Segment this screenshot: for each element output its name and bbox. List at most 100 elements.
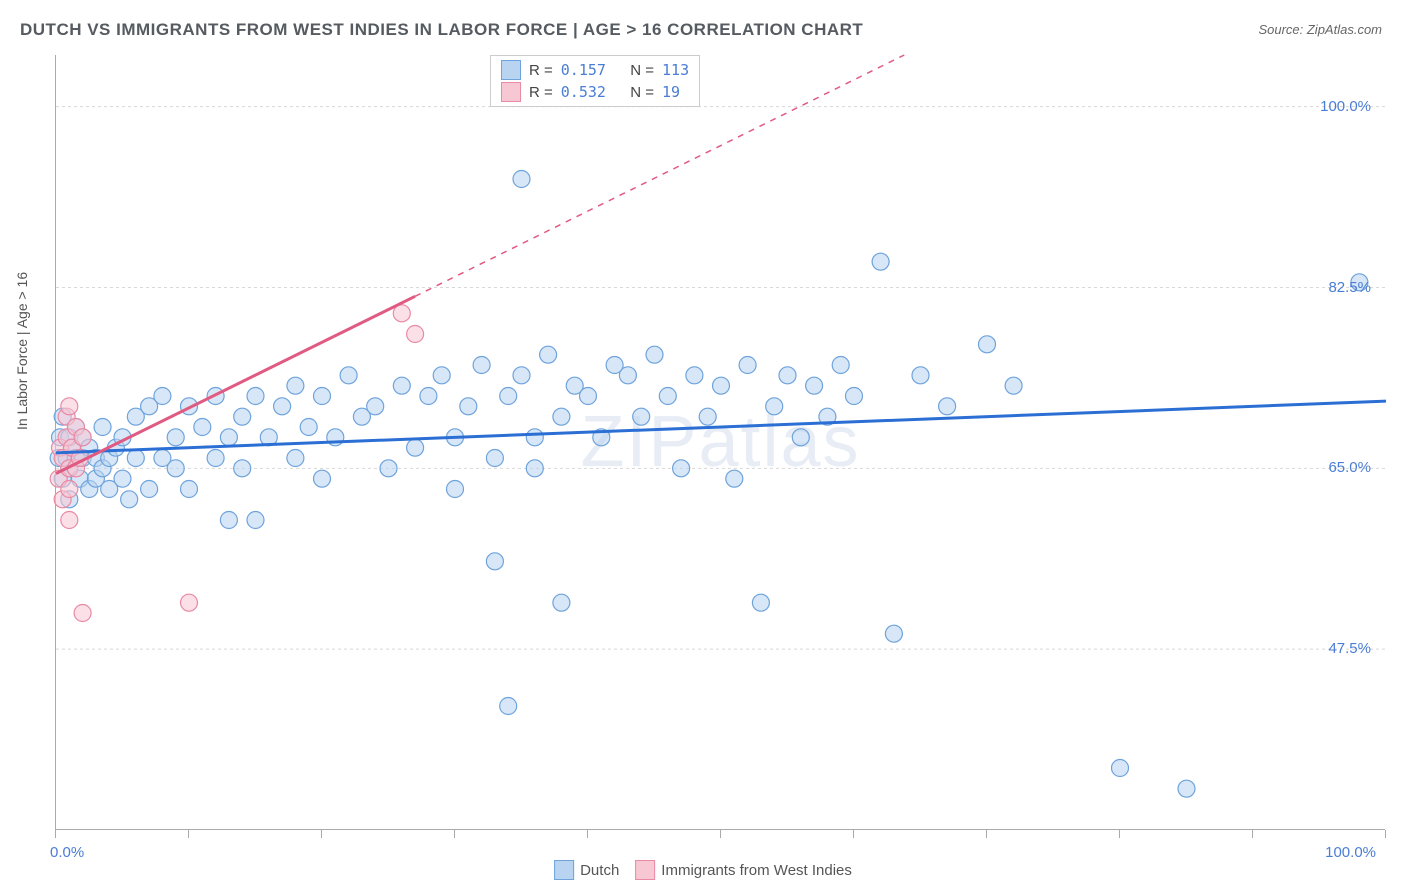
scatter-point xyxy=(486,553,503,570)
scatter-point xyxy=(367,398,384,415)
scatter-point xyxy=(274,398,291,415)
x-tick xyxy=(188,830,189,838)
scatter-point xyxy=(513,367,530,384)
scatter-point xyxy=(141,481,158,498)
scatter-point xyxy=(181,481,198,498)
legend-swatch xyxy=(635,860,655,880)
scatter-point xyxy=(181,594,198,611)
source-attribution: Source: ZipAtlas.com xyxy=(1258,22,1382,37)
scatter-point xyxy=(553,594,570,611)
scatter-point xyxy=(979,336,996,353)
scatter-point xyxy=(61,481,78,498)
scatter-point xyxy=(526,460,543,477)
legend-stat-row: R = 0.157 N = 113 xyxy=(501,60,689,80)
scatter-point xyxy=(154,388,171,405)
scatter-point xyxy=(939,398,956,415)
legend-series-label: Dutch xyxy=(580,862,619,879)
y-grid-label: 82.5% xyxy=(1328,279,1371,296)
scatter-point xyxy=(526,429,543,446)
scatter-point xyxy=(407,439,424,456)
scatter-point xyxy=(646,346,663,363)
x-tick xyxy=(321,830,322,838)
scatter-point xyxy=(1005,377,1022,394)
chart-title: DUTCH VS IMMIGRANTS FROM WEST INDIES IN … xyxy=(20,20,863,40)
scatter-point xyxy=(580,388,597,405)
y-grid-label: 100.0% xyxy=(1320,98,1371,115)
legend-stat-row: R =0.532 N = 19 xyxy=(501,82,689,102)
scatter-point xyxy=(167,429,184,446)
scatter-point xyxy=(486,450,503,467)
scatter-point xyxy=(460,398,477,415)
scatter-point xyxy=(686,367,703,384)
scatter-point xyxy=(633,408,650,425)
scatter-point xyxy=(74,605,91,622)
legend-r-value: 0.532 xyxy=(561,83,606,101)
scatter-point xyxy=(553,408,570,425)
series-legend: Dutch Immigrants from West Indies xyxy=(554,860,852,880)
x-tick xyxy=(454,830,455,838)
legend-n-label: N = xyxy=(630,84,654,101)
scatter-point xyxy=(540,346,557,363)
scatter-point xyxy=(713,377,730,394)
legend-series-label: Immigrants from West Indies xyxy=(661,862,852,879)
scatter-point xyxy=(872,253,889,270)
y-axis-label: In Labor Force | Age > 16 xyxy=(14,272,30,430)
correlation-legend: R =0.157 N =113R =0.532 N = 19 xyxy=(490,55,700,107)
scatter-point xyxy=(247,512,264,529)
x-tick xyxy=(1385,830,1386,838)
scatter-point xyxy=(473,357,490,374)
scatter-point xyxy=(673,460,690,477)
scatter-point xyxy=(287,450,304,467)
scatter-point xyxy=(792,429,809,446)
scatter-point xyxy=(127,450,144,467)
legend-n-label: N = xyxy=(630,62,654,79)
scatter-point xyxy=(234,460,251,477)
scatter-point xyxy=(287,377,304,394)
scatter-point xyxy=(500,698,517,715)
scatter-point xyxy=(314,388,331,405)
legend-n-value: 113 xyxy=(662,61,689,79)
scatter-point xyxy=(300,419,317,436)
scatter-point xyxy=(61,398,78,415)
scatter-point xyxy=(806,377,823,394)
scatter-point xyxy=(207,450,224,467)
scatter-point xyxy=(739,357,756,374)
y-grid-label: 65.0% xyxy=(1328,459,1371,476)
scatter-point xyxy=(167,460,184,477)
x-tick xyxy=(720,830,721,838)
scatter-point xyxy=(447,481,464,498)
scatter-point xyxy=(699,408,716,425)
scatter-point xyxy=(659,388,676,405)
scatter-point xyxy=(500,388,517,405)
legend-r-value: 0.157 xyxy=(561,61,606,79)
legend-swatch xyxy=(501,82,521,102)
scatter-point xyxy=(234,408,251,425)
scatter-point xyxy=(94,419,111,436)
scatter-point xyxy=(340,367,357,384)
scatter-point xyxy=(314,470,331,487)
scatter-point xyxy=(393,377,410,394)
x-tick xyxy=(55,830,56,838)
scatter-point xyxy=(433,367,450,384)
scatter-point xyxy=(121,491,138,508)
x-tick xyxy=(853,830,854,838)
scatter-point xyxy=(619,367,636,384)
scatter-point xyxy=(220,512,237,529)
scatter-point xyxy=(380,460,397,477)
plot-area: ZIPatlas xyxy=(55,55,1385,830)
scatter-point xyxy=(726,470,743,487)
x-axis-min-label: 0.0% xyxy=(50,844,84,861)
legend-series-item: Dutch xyxy=(554,860,619,880)
scatter-point xyxy=(114,470,131,487)
scatter-point xyxy=(61,512,78,529)
x-axis-max-label: 100.0% xyxy=(1325,844,1376,861)
legend-series-item: Immigrants from West Indies xyxy=(635,860,852,880)
scatter-point xyxy=(407,326,424,343)
legend-r-label: R = xyxy=(529,84,553,101)
scatter-point xyxy=(1112,760,1129,777)
x-tick xyxy=(1119,830,1120,838)
x-tick xyxy=(986,830,987,838)
scatter-plot-svg xyxy=(56,55,1386,830)
legend-r-label: R = xyxy=(529,62,553,79)
x-tick xyxy=(1252,830,1253,838)
